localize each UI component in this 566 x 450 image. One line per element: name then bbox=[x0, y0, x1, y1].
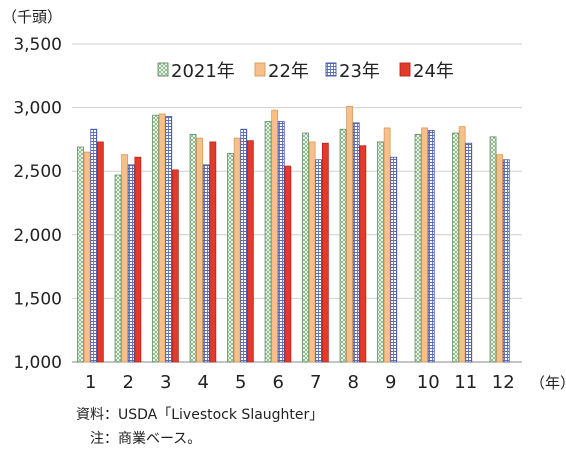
bar-2021年-1 bbox=[77, 146, 84, 363]
footnote: 注：商業ベース。 bbox=[90, 431, 202, 447]
bar-2021年-9 bbox=[377, 141, 384, 363]
bar-22年-2 bbox=[121, 154, 129, 363]
bar-23年-3 bbox=[165, 116, 173, 363]
x-tick-label: 12 bbox=[492, 372, 515, 393]
x-tick-label: 7 bbox=[310, 372, 321, 393]
x-axis-unit: （年） bbox=[530, 374, 566, 392]
bar-24年-7 bbox=[321, 142, 329, 363]
x-tick-label: 10 bbox=[417, 372, 440, 393]
bar-22年-12 bbox=[496, 154, 504, 363]
x-tick-label: 6 bbox=[273, 372, 284, 393]
y-tick-label: 1,000 bbox=[13, 353, 62, 373]
bar-22年-7 bbox=[308, 141, 316, 363]
bar-22年-4 bbox=[196, 137, 204, 363]
legend-label: 23年 bbox=[339, 61, 380, 82]
legend-label: 22年 bbox=[268, 61, 309, 82]
bar-2021年-12 bbox=[489, 136, 497, 363]
bar-23年-8 bbox=[352, 122, 360, 363]
bar-23年-11 bbox=[465, 142, 473, 363]
bar-22年-5 bbox=[233, 137, 241, 363]
y-tick-label: 3,000 bbox=[13, 99, 62, 119]
bar-22年-11 bbox=[458, 126, 466, 363]
bar-23年-7 bbox=[315, 159, 323, 363]
bar-24年-3 bbox=[171, 169, 179, 363]
bar-22年-9 bbox=[383, 127, 391, 363]
bar-23年-5 bbox=[240, 128, 248, 363]
legend-swatch bbox=[254, 62, 266, 77]
bar-23年-1 bbox=[90, 128, 98, 363]
y-tick-label: 3,500 bbox=[13, 35, 62, 55]
bar-24年-8 bbox=[359, 145, 367, 363]
bar-22年-8 bbox=[346, 105, 354, 363]
legend-swatch bbox=[325, 62, 337, 77]
bars bbox=[77, 105, 510, 363]
bar-22年-3 bbox=[158, 113, 166, 363]
bar-23年-6 bbox=[277, 121, 285, 363]
x-tick-label: 1 bbox=[85, 372, 96, 393]
bar-2021年-7 bbox=[302, 132, 309, 363]
bar-22年-10 bbox=[421, 127, 429, 363]
x-tick-label: 2 bbox=[123, 372, 134, 393]
legend-label: 24年 bbox=[413, 61, 454, 82]
bar-2021年-3 bbox=[152, 114, 159, 363]
bar-24年-1 bbox=[96, 141, 104, 363]
bar-23年-12 bbox=[502, 159, 510, 363]
y-tick-label: 2,500 bbox=[13, 162, 62, 182]
bar-2021年-6 bbox=[264, 121, 272, 363]
bar-2021年-2 bbox=[114, 174, 122, 363]
y-tick-label: 1,500 bbox=[13, 289, 62, 309]
x-tick-label: 3 bbox=[160, 372, 171, 393]
legend: 2021年 22年 23年 24年 bbox=[157, 61, 454, 82]
bar-24年-6 bbox=[284, 165, 292, 363]
y-tick-label: 2,000 bbox=[13, 226, 62, 246]
bar-23年-4 bbox=[202, 164, 210, 363]
bar-2021年-5 bbox=[227, 152, 234, 363]
bar-2021年-4 bbox=[189, 133, 197, 363]
x-tick-label: 5 bbox=[235, 372, 246, 393]
legend-swatch bbox=[157, 62, 169, 77]
bar-24年-2 bbox=[134, 156, 142, 363]
x-tick-label: 4 bbox=[198, 372, 209, 393]
x-tick-label: 8 bbox=[348, 372, 359, 393]
bar-23年-10 bbox=[427, 130, 435, 363]
bar-2021年-8 bbox=[339, 128, 347, 363]
bar-23年-2 bbox=[127, 164, 135, 363]
legend-swatch bbox=[399, 62, 411, 77]
bar-23年-9 bbox=[390, 156, 398, 363]
x-tick-label: 9 bbox=[385, 372, 396, 393]
bar-24年-4 bbox=[209, 141, 217, 363]
bar-2021年-10 bbox=[414, 133, 422, 363]
y-axis-unit: （千頭） bbox=[2, 8, 62, 26]
x-tick-label: 11 bbox=[454, 372, 477, 393]
source-note: 資料：USDA「Livestock Slaughter」 bbox=[76, 407, 324, 423]
bar-22年-6 bbox=[271, 109, 279, 363]
bar-24年-5 bbox=[246, 140, 254, 363]
bar-22年-1 bbox=[83, 151, 91, 363]
bar-2021年-11 bbox=[452, 132, 459, 363]
legend-label: 2021年 bbox=[171, 61, 235, 82]
